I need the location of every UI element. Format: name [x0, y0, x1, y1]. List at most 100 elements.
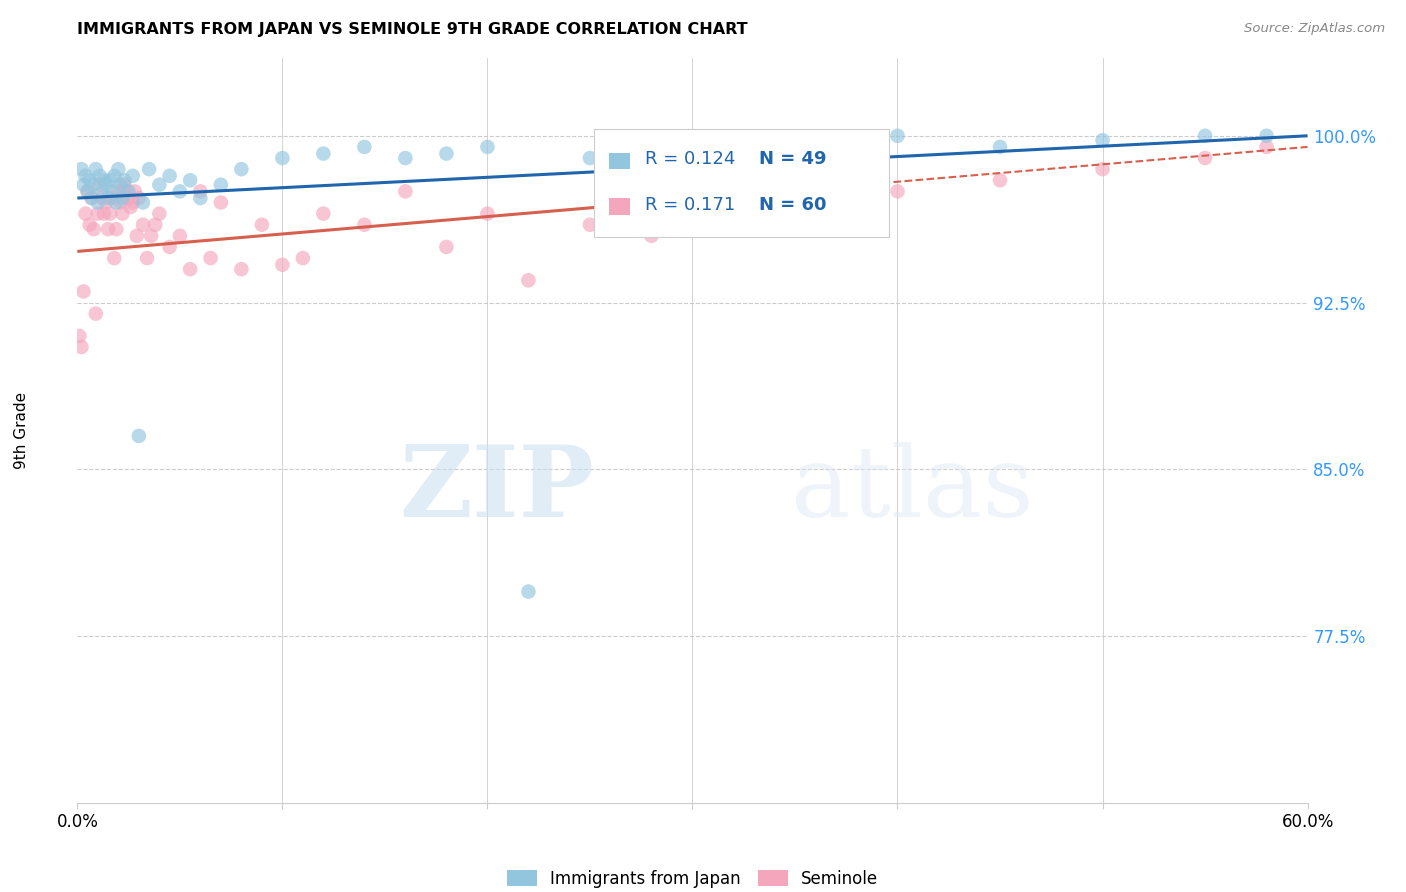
Point: [110, 195, 132, 210]
Point: [179, 262, 201, 277]
Point: [209, 178, 232, 192]
Point: [101, 191, 124, 205]
Point: [579, 218, 602, 232]
Point: [98, 173, 121, 187]
Point: [132, 195, 155, 210]
Point: [179, 173, 201, 187]
Point: [90, 185, 114, 199]
Point: [107, 185, 129, 199]
Point: [1091, 162, 1114, 177]
Point: [1256, 140, 1278, 154]
Point: [517, 273, 540, 287]
Legend: Immigrants from Japan, Seminole: Immigrants from Japan, Seminole: [501, 863, 884, 892]
Point: [682, 218, 704, 232]
Text: IMMIGRANTS FROM JAPAN VS SEMINOLE 9TH GRADE CORRELATION CHART: IMMIGRANTS FROM JAPAN VS SEMINOLE 9TH GR…: [77, 22, 748, 37]
Point: [101, 185, 124, 199]
Point: [312, 146, 335, 161]
Point: [312, 206, 335, 220]
Text: R = 0.171: R = 0.171: [645, 196, 735, 214]
Point: [79, 218, 101, 232]
Point: [886, 128, 908, 143]
Point: [87, 195, 110, 210]
Point: [115, 185, 138, 199]
Point: [121, 195, 143, 210]
Point: [143, 218, 166, 232]
Point: [159, 169, 181, 183]
Point: [84, 307, 107, 321]
Point: [640, 228, 662, 243]
Point: [988, 173, 1011, 187]
Point: [114, 173, 136, 187]
Point: [886, 185, 908, 199]
Point: [169, 185, 191, 199]
Point: [1091, 133, 1114, 147]
Point: [136, 251, 159, 265]
Point: [117, 191, 139, 205]
Point: [231, 162, 253, 177]
Point: [125, 228, 148, 243]
Text: 9th Grade: 9th Grade: [14, 392, 30, 469]
Point: [93, 206, 115, 220]
Point: [97, 191, 120, 205]
Point: [83, 178, 105, 192]
Point: [121, 169, 143, 183]
Point: [783, 133, 806, 147]
Point: [93, 173, 115, 187]
Point: [271, 258, 294, 272]
Point: [141, 228, 163, 243]
Point: [579, 151, 602, 165]
Point: [98, 206, 121, 220]
Text: N = 49: N = 49: [759, 151, 827, 169]
Point: [477, 140, 499, 154]
Point: [231, 262, 253, 277]
Point: [94, 178, 117, 192]
Point: [188, 185, 212, 199]
Point: [114, 178, 136, 192]
Point: [988, 140, 1011, 154]
Point: [1256, 128, 1278, 143]
Point: [72, 178, 94, 192]
Point: [250, 218, 273, 232]
Point: [94, 195, 117, 210]
Point: [783, 195, 806, 210]
Point: [80, 191, 103, 205]
Point: [169, 228, 191, 243]
Text: atlas: atlas: [792, 442, 1033, 538]
Point: [111, 191, 134, 205]
Point: [148, 178, 170, 192]
Point: [148, 206, 170, 220]
Point: [128, 191, 150, 205]
FancyBboxPatch shape: [595, 128, 890, 236]
FancyBboxPatch shape: [609, 153, 630, 169]
Text: N = 60: N = 60: [759, 196, 827, 214]
Point: [128, 429, 150, 443]
Point: [682, 140, 704, 154]
Point: [200, 251, 222, 265]
Point: [209, 195, 232, 210]
Point: [1194, 128, 1216, 143]
Text: ZIP: ZIP: [399, 442, 595, 539]
Point: [159, 240, 181, 254]
Point: [394, 185, 416, 199]
Point: [105, 195, 128, 210]
Point: [394, 151, 416, 165]
Point: [76, 185, 98, 199]
Point: [477, 206, 499, 220]
Point: [75, 206, 97, 220]
Point: [89, 169, 111, 183]
Point: [353, 140, 375, 154]
Point: [188, 191, 212, 205]
Point: [124, 185, 146, 199]
Point: [120, 200, 142, 214]
Point: [111, 206, 134, 220]
Point: [79, 173, 101, 187]
Point: [436, 240, 458, 254]
Point: [436, 146, 458, 161]
Point: [353, 218, 375, 232]
Point: [76, 185, 98, 199]
Point: [80, 191, 103, 205]
Point: [84, 162, 107, 177]
FancyBboxPatch shape: [609, 198, 630, 215]
Point: [117, 185, 139, 199]
Point: [75, 169, 97, 183]
